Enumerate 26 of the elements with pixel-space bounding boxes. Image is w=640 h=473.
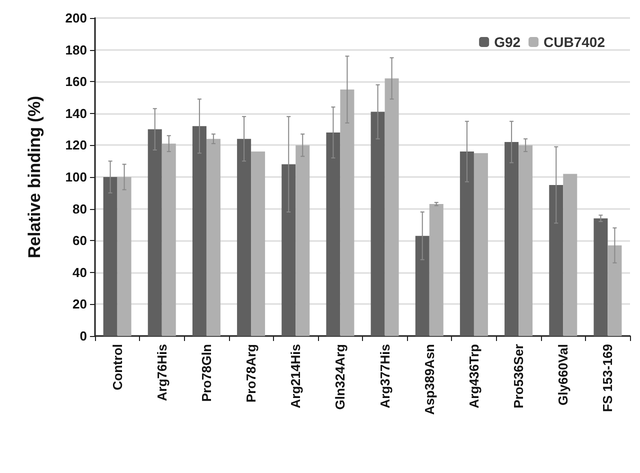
y-tick-label: 0 — [80, 328, 87, 344]
y-tick-label: 100 — [65, 170, 87, 184]
x-tick-label: Arg436Trp — [466, 344, 482, 408]
x-tick-label: Control — [110, 344, 125, 390]
x-tick-label: Gln324Arg — [332, 344, 348, 410]
x-tick-label: Arg76His — [154, 344, 170, 402]
x-tick-label: Arg377His — [377, 344, 392, 408]
y-tick-label: 160 — [65, 74, 87, 90]
y-axis-title: Relative binding (%) — [25, 96, 44, 258]
x-tick-label: FS 153-169 — [600, 344, 616, 412]
y-tick-label: 80 — [72, 201, 87, 216]
y-tick-label: 20 — [72, 296, 87, 312]
x-tick-label: Arg214His — [288, 344, 304, 408]
x-tick-label: Asp389Asn — [422, 344, 437, 415]
legend-label: CUB7402 — [544, 34, 606, 50]
y-tick-label: 40 — [72, 264, 87, 280]
legend-label: G92 — [494, 34, 521, 50]
x-tick-label: Pro536Ser — [511, 344, 526, 408]
x-tick-label: Pro78Arg — [244, 344, 259, 403]
y-tick-label: 140 — [65, 106, 87, 121]
y-tick-label: 180 — [65, 42, 87, 58]
x-tick-label: Pro78Gln — [198, 344, 214, 402]
y-tick-label: 60 — [72, 233, 87, 248]
y-tick-label: 120 — [65, 138, 87, 153]
y-tick-label: 200 — [65, 10, 87, 26]
x-tick-label: Gly660Val — [556, 344, 571, 406]
